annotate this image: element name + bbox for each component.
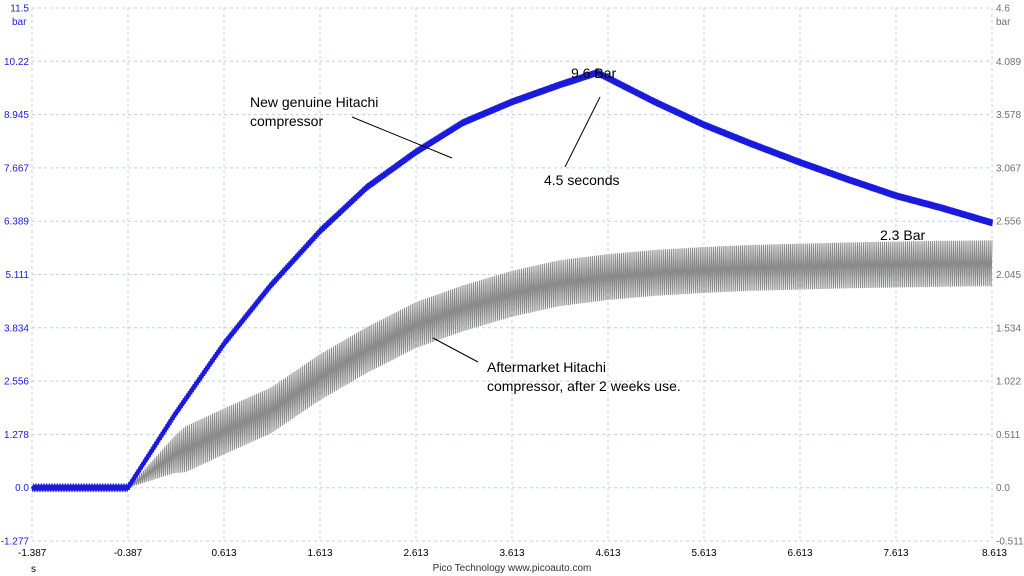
x-tick-label: 7.613: [883, 548, 908, 559]
right-tick-label: 3.578: [996, 110, 1021, 121]
left-tick-label: 0.0: [15, 483, 29, 494]
right-tick-label: 3.067: [996, 163, 1021, 174]
left-tick-label: 8.945: [4, 110, 29, 121]
x-tick-label: 0.613: [211, 548, 236, 559]
right-axis-unit: bar: [996, 17, 1011, 28]
time-to-peak-label: 4.5 seconds: [544, 172, 620, 188]
x-tick-label: 5.613: [691, 548, 716, 559]
right-tick-label: 1.022: [996, 377, 1021, 388]
x-tick-label: 2.613: [403, 548, 428, 559]
left-tick-label: 10.22: [4, 57, 29, 68]
aftermarket-leader: [432, 337, 479, 363]
aftermarket-label-line2: compressor, after 2 weeks use.: [487, 378, 681, 394]
x-tick-label: 8.613: [982, 548, 1007, 559]
right-tick-label: 4.089: [996, 57, 1021, 68]
x-tick-label: 1.613: [307, 548, 332, 559]
x-axis-unit: s: [31, 564, 36, 575]
x-axis-ticks: -1.387 -0.387 0.613 1.613 2.613 3.613 4.613 5.6…: [18, 548, 1007, 559]
left-tick-label: 7.667: [4, 163, 29, 174]
left-tick-label: 5.111: [5, 270, 29, 281]
series-layer: [30, 69, 994, 493]
right-tick-label: 0.511: [996, 430, 1021, 441]
x-tick-label: -1.387: [18, 548, 47, 559]
left-tick-label: 6.389: [4, 217, 29, 228]
left-tick-label: 11.5: [10, 4, 29, 15]
x-tick-label: 4.613: [595, 548, 620, 559]
right-tick-label: 4.6: [996, 4, 1010, 15]
left-axis-ticks: 11.5 10.22 8.945 7.667 6.389 5.111 3.834 2.556 1…: [1, 4, 30, 548]
left-tick-label: 1.278: [4, 430, 29, 441]
left-tick-label: 3.834: [4, 323, 29, 334]
right-tick-label: 1.534: [996, 323, 1021, 334]
aftermarket-label-line1: Aftermarket Hitachi: [487, 359, 606, 375]
left-tick-label: 2.556: [4, 377, 29, 388]
time-leader: [564, 96, 601, 168]
left-tick-label: -1.277: [1, 537, 30, 548]
right-tick-label: 2.556: [996, 217, 1021, 228]
genuine-compressor-trend: [32, 70, 993, 490]
footer-credit: Pico Technology www.picoauto.com: [433, 563, 592, 574]
new-compressor-leader: [351, 116, 453, 159]
right-axis-ticks: 4.6 4.089 3.578 3.067 2.556 2.045 1.534 1.022 0.…: [996, 4, 1024, 548]
right-tick-label: 2.045: [996, 270, 1021, 281]
new-compressor-label-line1: New genuine Hitachi: [250, 94, 378, 110]
aftermarket-compressor-series: [127, 240, 993, 489]
x-tick-label: 3.613: [499, 548, 524, 559]
left-axis-unit: bar: [12, 17, 27, 28]
aftermarket-value-label: 2.3 Bar: [880, 227, 925, 243]
annotation-leaders: [351, 96, 601, 363]
right-tick-label: 0.0: [996, 483, 1010, 494]
right-tick-label: -0.511: [996, 537, 1024, 548]
x-tick-label: -0.387: [114, 548, 143, 559]
peak-pressure-label: 9.6 Bar: [571, 65, 616, 81]
x-tick-label: 6.613: [787, 548, 812, 559]
new-compressor-label-line2: compressor: [250, 113, 323, 129]
